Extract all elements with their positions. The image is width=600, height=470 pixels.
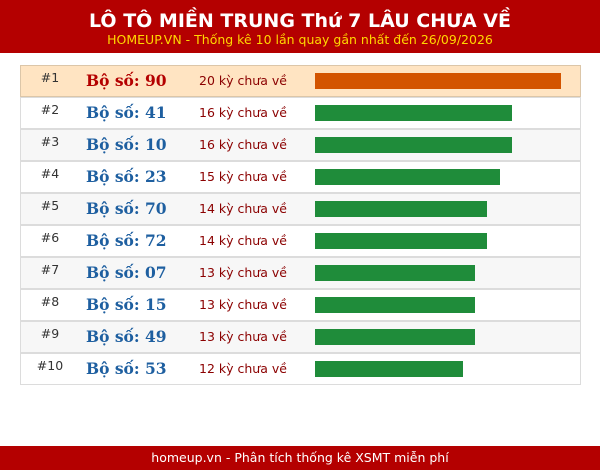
bar-row: #2 Bộ số: 41 16 kỳ chưa về bbox=[20, 97, 581, 129]
bar-row: #1 Bộ số: 90 20 kỳ chưa về bbox=[20, 65, 581, 97]
value-label: 15 kỳ chưa về bbox=[199, 169, 287, 184]
rank-label: #8 bbox=[40, 294, 60, 309]
bar-row: #4 Bộ số: 23 15 kỳ chưa về bbox=[20, 161, 581, 193]
rank-label: #3 bbox=[40, 134, 60, 149]
rank-label: #7 bbox=[40, 262, 60, 277]
chart-subtitle: HOMEUP.VN - Thống kê 10 lần quay gần nhấ… bbox=[107, 32, 493, 47]
category-label: Bộ số: 49 bbox=[86, 327, 167, 346]
bar bbox=[315, 73, 561, 89]
rank-label: #6 bbox=[40, 230, 60, 245]
rank-label: #5 bbox=[40, 198, 60, 213]
category-label: Bộ số: 70 bbox=[86, 199, 167, 218]
bar bbox=[315, 329, 475, 345]
bar bbox=[315, 169, 500, 185]
bar-row: #3 Bộ số: 10 16 kỳ chưa về bbox=[20, 129, 581, 161]
rank-label: #9 bbox=[40, 326, 60, 341]
category-label: Bộ số: 53 bbox=[86, 359, 167, 378]
category-label: Bộ số: 23 bbox=[86, 167, 167, 186]
bar bbox=[315, 201, 487, 217]
bar-row: #6 Bộ số: 72 14 kỳ chưa về bbox=[20, 225, 581, 257]
category-label: Bộ số: 15 bbox=[86, 295, 167, 314]
footer-banner: homeup.vn - Phân tích thống kê XSMT miễn… bbox=[0, 446, 600, 470]
bar bbox=[315, 137, 512, 153]
value-label: 13 kỳ chưa về bbox=[199, 297, 287, 312]
bar-row: #9 Bộ số: 49 13 kỳ chưa về bbox=[20, 321, 581, 353]
category-label: Bộ số: 41 bbox=[86, 103, 167, 122]
footer-text: homeup.vn - Phân tích thống kê XSMT miễn… bbox=[151, 450, 449, 465]
bar-row: #10 Bộ số: 53 12 kỳ chưa về bbox=[20, 353, 581, 385]
bar bbox=[315, 265, 475, 281]
chart-title: LÔ TÔ MIỀN TRUNG Thứ 7 LÂU CHƯA VỀ bbox=[89, 10, 511, 32]
category-label: Bộ số: 72 bbox=[86, 231, 167, 250]
bar bbox=[315, 105, 512, 121]
value-label: 16 kỳ chưa về bbox=[199, 137, 287, 152]
rank-label: #2 bbox=[40, 102, 60, 117]
category-label: Bộ số: 90 bbox=[86, 71, 167, 90]
bar bbox=[315, 361, 463, 377]
bar-row: #5 Bộ số: 70 14 kỳ chưa về bbox=[20, 193, 581, 225]
category-label: Bộ số: 10 bbox=[86, 135, 167, 154]
value-label: 20 kỳ chưa về bbox=[199, 73, 287, 88]
value-label: 13 kỳ chưa về bbox=[199, 265, 287, 280]
header-banner: LÔ TÔ MIỀN TRUNG Thứ 7 LÂU CHƯA VỀ HOMEU… bbox=[0, 0, 600, 53]
rank-label: #10 bbox=[36, 358, 64, 373]
bar-row: #7 Bộ số: 07 13 kỳ chưa về bbox=[20, 257, 581, 289]
rank-label: #4 bbox=[40, 166, 60, 181]
value-label: 14 kỳ chưa về bbox=[199, 233, 287, 248]
category-label: Bộ số: 07 bbox=[86, 263, 167, 282]
bar bbox=[315, 297, 475, 313]
bar-row: #8 Bộ số: 15 13 kỳ chưa về bbox=[20, 289, 581, 321]
value-label: 13 kỳ chưa về bbox=[199, 329, 287, 344]
rank-label: #1 bbox=[40, 70, 60, 85]
value-label: 16 kỳ chưa về bbox=[199, 105, 287, 120]
value-label: 12 kỳ chưa về bbox=[199, 361, 287, 376]
bar bbox=[315, 233, 487, 249]
value-label: 14 kỳ chưa về bbox=[199, 201, 287, 216]
